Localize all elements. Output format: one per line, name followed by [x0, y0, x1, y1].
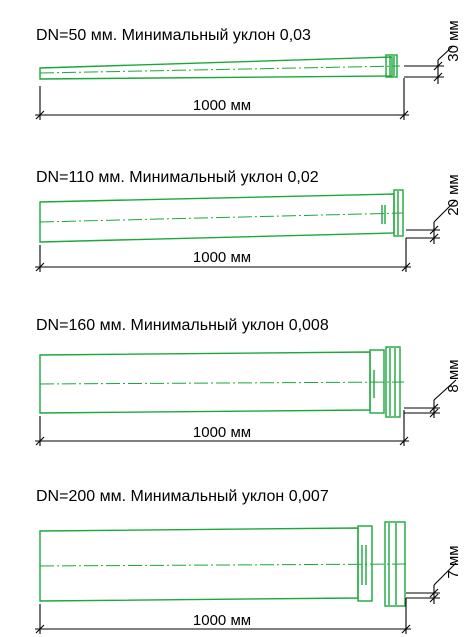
length-dimension [35, 238, 411, 272]
diagram-dn110: DN=110 мм. Минимальный уклон 0,02 1000 м… [35, 169, 462, 272]
length-label: 1000 мм [193, 97, 251, 114]
drop-label: 8 мм [445, 359, 462, 392]
drop-dimension [406, 562, 457, 604]
diagram-title: DN=110 мм. Минимальный уклон 0,02 [36, 169, 319, 186]
length-label: 1000 мм [193, 424, 251, 441]
diagram-dn200: DN=200 мм. Минимальный уклон 0,007 1000 … [35, 488, 462, 634]
pipe [39, 54, 401, 80]
diagram-dn50: DN=50 мм. Минимальный уклон 0,03 1000 мм… [35, 20, 462, 120]
drop-label: 7 мм [445, 545, 462, 578]
drop-dimension [404, 46, 453, 84]
diagram-title: DN=50 мм. Минимальный уклон 0,03 [36, 27, 311, 44]
pipe [39, 346, 405, 418]
drop-label: 20 мм [445, 174, 462, 215]
length-dimension [35, 410, 409, 446]
diagram-title: DN=160 мм. Минимальный уклон 0,008 [36, 317, 329, 334]
length-label: 1000 мм [193, 249, 251, 266]
drop-dimension [404, 379, 457, 418]
drop-label: 30 мм [445, 20, 462, 61]
diagram-title: DN=200 мм. Минимальный уклон 0,007 [36, 488, 329, 505]
pipe [39, 189, 404, 243]
length-label: 1000 мм [193, 612, 251, 629]
diagram-dn160: DN=160 мм. Минимальный уклон 0,008 1000 … [35, 317, 462, 446]
drop-dimension [406, 199, 457, 244]
length-dimension [35, 78, 409, 120]
pipe [39, 521, 407, 607]
length-dimension [35, 598, 411, 634]
